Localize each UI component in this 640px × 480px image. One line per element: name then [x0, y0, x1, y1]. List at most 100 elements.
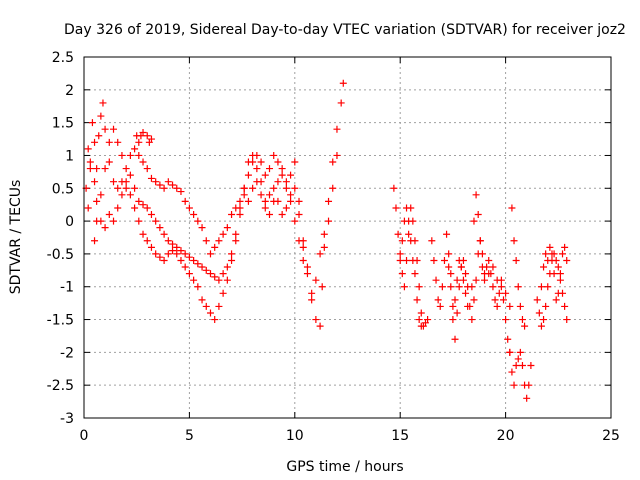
data-point	[143, 204, 151, 212]
data-point	[194, 217, 202, 225]
data-point	[493, 302, 501, 310]
data-point	[295, 197, 303, 205]
data-point	[415, 316, 423, 324]
data-point	[190, 256, 198, 264]
data-point	[495, 289, 503, 297]
data-point	[274, 197, 282, 205]
y-tick-label: -2.5	[47, 378, 74, 394]
data-point	[405, 230, 413, 238]
x-tick-label: 10	[286, 428, 304, 444]
series-track-1	[84, 79, 347, 330]
data-point	[93, 197, 101, 205]
data-point	[339, 79, 347, 87]
data-point	[478, 263, 486, 271]
data-point	[143, 237, 151, 245]
data-point	[181, 263, 189, 271]
data-point	[223, 276, 231, 284]
data-point	[552, 256, 560, 264]
data-point	[474, 211, 482, 219]
data-point	[295, 237, 303, 245]
data-point	[139, 158, 147, 166]
data-point	[219, 230, 227, 238]
data-point	[160, 256, 168, 264]
data-point	[502, 316, 510, 324]
data-point	[544, 283, 552, 291]
data-point	[278, 211, 286, 219]
data-point	[417, 309, 425, 317]
data-point	[291, 158, 299, 166]
data-point	[244, 197, 252, 205]
data-point	[135, 138, 143, 146]
data-point	[535, 309, 543, 317]
data-point	[523, 394, 531, 402]
data-point	[131, 145, 139, 153]
data-point	[552, 296, 560, 304]
data-point	[512, 361, 520, 369]
data-point	[430, 256, 438, 264]
data-point	[177, 188, 185, 196]
data-point	[223, 263, 231, 271]
data-point	[110, 178, 118, 186]
x-axis-label: GPS time / hours	[286, 459, 403, 475]
data-point	[278, 165, 286, 173]
data-point	[211, 273, 219, 281]
data-point	[510, 381, 518, 389]
data-point	[93, 217, 101, 225]
data-point	[563, 256, 571, 264]
data-point	[287, 171, 295, 179]
data-point	[546, 243, 554, 251]
data-point	[249, 158, 257, 166]
data-point	[147, 243, 155, 251]
data-point	[219, 270, 227, 278]
data-point	[453, 309, 461, 317]
data-point	[291, 184, 299, 192]
data-point	[525, 381, 533, 389]
grid-lines	[84, 57, 611, 418]
data-point	[390, 184, 398, 192]
data-point	[143, 132, 151, 140]
data-point	[316, 250, 324, 258]
data-point	[206, 309, 214, 317]
data-point	[185, 270, 193, 278]
data-point	[206, 250, 214, 258]
data-point	[445, 250, 453, 258]
series-track-11	[537, 243, 571, 304]
data-point	[533, 296, 541, 304]
data-point	[282, 204, 290, 212]
data-point	[303, 263, 311, 271]
data-point	[215, 237, 223, 245]
y-tick-label: -3	[60, 411, 74, 427]
data-point	[202, 237, 210, 245]
data-point	[274, 158, 282, 166]
data-point	[257, 158, 265, 166]
data-point	[316, 322, 324, 330]
data-point	[512, 256, 520, 264]
data-point	[198, 263, 206, 271]
data-point	[491, 296, 499, 304]
data-point	[400, 283, 408, 291]
data-point	[561, 243, 569, 251]
data-point	[398, 270, 406, 278]
data-point	[333, 125, 341, 133]
data-point	[88, 119, 96, 127]
data-point	[164, 237, 172, 245]
data-point	[320, 243, 328, 251]
data-point	[451, 335, 459, 343]
data-point	[185, 253, 193, 261]
data-point	[86, 158, 94, 166]
series-track-5	[390, 184, 432, 330]
data-point	[462, 289, 470, 297]
data-point	[228, 256, 236, 264]
data-point	[215, 302, 223, 310]
data-point	[502, 289, 510, 297]
data-point	[232, 230, 240, 238]
data-point	[443, 230, 451, 238]
y-tick-label: -1	[60, 280, 74, 296]
data-point	[468, 316, 476, 324]
data-point	[105, 158, 113, 166]
data-point	[489, 263, 497, 271]
data-point	[447, 283, 455, 291]
data-point	[135, 217, 143, 225]
data-point	[556, 270, 564, 278]
data-point	[449, 302, 457, 310]
